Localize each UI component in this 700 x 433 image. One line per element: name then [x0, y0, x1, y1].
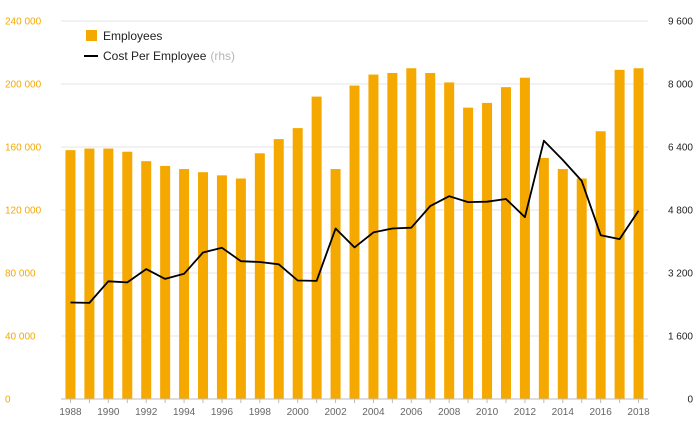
bar-employees-2017: [614, 69, 625, 399]
bar-employees-2003: [349, 85, 360, 399]
x-tick-label: 2016: [590, 407, 613, 418]
x-axis: 1988 1990 1992 1994 1996 1998 2000 2002 2004 2006…: [59, 398, 650, 418]
right-tick-label: 1 600: [668, 332, 693, 343]
bar-employees-2001: [311, 96, 322, 399]
bar-employees-1988: [65, 150, 76, 399]
left-tick-label: 120 000: [5, 206, 42, 217]
x-tick-label: 2010: [476, 407, 499, 418]
x-tick-label: 2014: [552, 407, 575, 418]
x-tick-label: 2002: [324, 407, 347, 418]
x-tick-label: 1994: [173, 407, 196, 418]
legend-label-employees: Employees: [103, 29, 162, 43]
bar-employees-1992: [141, 161, 152, 399]
left-tick-label: 40 000: [5, 332, 36, 343]
x-tick-label: 1990: [97, 407, 120, 418]
bar-employees-2005: [387, 72, 398, 399]
x-tick-label: 2012: [514, 407, 537, 418]
bar-employees-2000: [292, 128, 303, 399]
x-tick-label: 1996: [211, 407, 234, 418]
legend-label-cost-per-employee: Cost Per Employee (rhs): [103, 49, 235, 63]
x-tick-label: 2008: [438, 407, 461, 418]
left-tick-label: 240 000: [5, 17, 42, 28]
bar-employees-1995: [198, 172, 209, 399]
bar-employees-2016: [595, 131, 606, 399]
bar-employees-1991: [122, 151, 133, 399]
bar-employees-2006: [406, 68, 417, 399]
bar-employees-2009: [463, 107, 474, 399]
legend-swatch-employees: [86, 30, 97, 41]
bar-employees-2018: [633, 68, 644, 399]
bar-employees-2012: [519, 77, 530, 399]
bar-employees-2010: [482, 102, 493, 400]
right-axis-ticks: 0 1 600 3 200 4 800 6 400 8 000 9 600: [668, 17, 693, 406]
bar-employees-1994: [179, 169, 190, 399]
bar-employees-2002: [330, 169, 341, 399]
x-tick-label: 1992: [135, 407, 158, 418]
right-tick-label: 9 600: [668, 17, 693, 28]
right-tick-label: 8 000: [668, 80, 693, 91]
left-tick-label: 80 000: [5, 269, 36, 280]
right-tick-label: 0: [687, 395, 693, 406]
left-tick-label: 200 000: [5, 80, 42, 91]
x-tick-label: 2006: [400, 407, 423, 418]
bar-employees-1989: [84, 148, 95, 399]
bar-employees-1993: [160, 165, 171, 399]
legend-label-cost-per-employee-name: Cost Per Employee: [103, 49, 207, 63]
left-tick-label: 0: [5, 395, 11, 406]
left-tick-label: 160 000: [5, 143, 42, 154]
right-tick-label: 4 800: [668, 206, 693, 217]
bar-employees-1996: [216, 175, 227, 399]
legend-label-cost-per-employee-suffix: (rhs): [210, 49, 235, 63]
bar-employees-1997: [235, 178, 246, 399]
x-tick-label: 1988: [59, 407, 82, 418]
right-tick-label: 6 400: [668, 143, 693, 154]
line-cost-per-employee: [70, 139, 640, 304]
bar-employees-2004: [368, 74, 379, 400]
x-tick-label: 2004: [362, 407, 385, 418]
bar-employees-2008: [444, 82, 455, 400]
bar-employees-1990: [103, 148, 114, 399]
bar-employees-2013: [538, 158, 549, 399]
x-tick-label: 1998: [249, 407, 272, 418]
x-tick-label: 2018: [627, 407, 650, 418]
bar-employees-2007: [425, 72, 436, 399]
legend: Employees Cost Per Employee (rhs): [84, 29, 235, 63]
bar-employees-2011: [500, 87, 511, 400]
cost-per-employee-series: [70, 139, 640, 304]
x-tick-label: 2000: [287, 407, 310, 418]
bar-employees-1999: [273, 139, 284, 399]
right-tick-label: 3 200: [668, 269, 693, 280]
bar-employees-2014: [557, 169, 568, 399]
bar-employees-2015: [576, 178, 587, 399]
left-axis-ticks: 0 40 000 80 000 120 000 160 000 200 000 240 00…: [5, 17, 42, 406]
employee-bars: [65, 68, 644, 400]
bar-employees-1998: [254, 153, 265, 399]
